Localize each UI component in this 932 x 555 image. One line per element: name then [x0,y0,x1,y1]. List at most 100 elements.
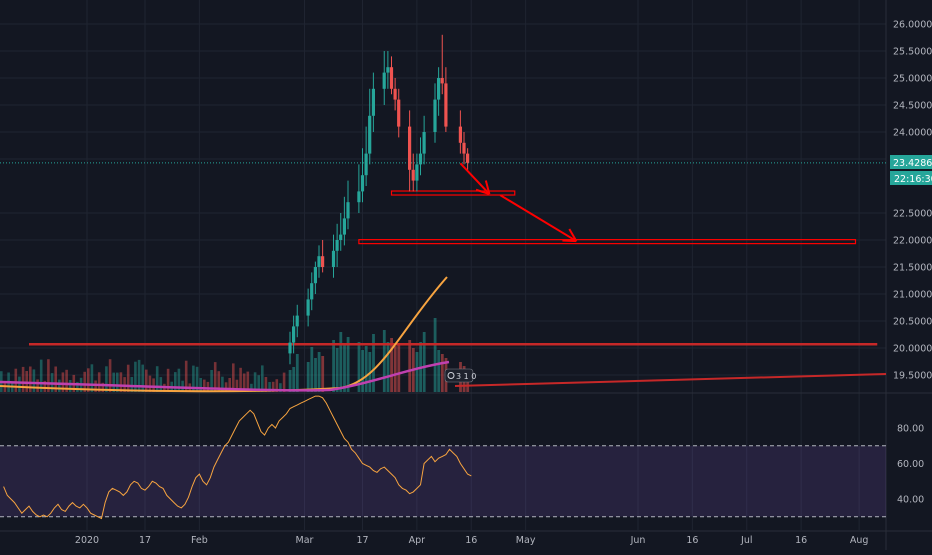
arrow-head[interactable] [562,239,577,243]
volume-bar [390,338,393,392]
candle-body [288,342,292,354]
volume-bar [357,342,361,392]
volume-bar [87,368,90,392]
volume-bar [364,346,368,392]
price-tick-label: 24.50000 [893,101,932,112]
arrow-shaft[interactable] [499,194,577,242]
time-tick-label: 2020 [75,535,99,546]
volume-bar [397,344,401,392]
volume-bar [47,359,50,392]
candlesticks [288,34,470,365]
arrow-head[interactable] [475,188,490,196]
candle-body [433,99,437,132]
volume-bar [61,372,65,392]
candle-body [310,283,314,300]
volume-bar [18,376,21,392]
current-price-tag: 23.42860 22:16:30 [890,155,932,185]
time-tick-label: 16 [686,535,698,546]
volume-bar [235,379,239,392]
volume-bar [361,350,364,392]
volume-bar [101,382,105,392]
annotation-lines[interactable] [29,190,887,387]
volume-bar [112,372,115,392]
rsi-panel [0,395,886,520]
price-tick-label: 20.00000 [893,344,932,355]
candle-body [313,267,317,284]
volume-bar [145,369,148,392]
volume-bar [148,375,152,392]
volume-bar [14,368,18,392]
volume-bar [440,354,444,392]
volume-bar [422,332,426,392]
volume-bar [239,367,242,392]
indicator-badge[interactable]: 3 1 0 [444,368,476,383]
volume-bar [393,346,397,392]
volume-bar [65,369,68,392]
candle-body [371,88,375,116]
volume-bar [199,378,202,392]
volume-bar [39,359,43,392]
time-tick-label: Apr [409,535,426,546]
volume-bars [0,318,470,392]
price-tick-label: 22.00000 [893,236,932,247]
arrow-head[interactable] [484,180,491,195]
volume-bar [166,368,170,392]
volume-bar [68,380,72,392]
volume-bar [97,372,101,392]
eye-icon [447,372,455,379]
time-tick-label: Jun [630,535,646,546]
volume-bar [137,359,141,392]
rsi-tick-label: 40.00 [897,495,924,506]
price-tick-label: 25.00000 [893,74,932,85]
volume-bar [58,379,61,392]
candle-body [466,153,470,163]
rsi-line [3,395,472,520]
candle-body [386,67,390,73]
time-tick-label: Feb [191,535,208,546]
time-tick-label: 16 [795,535,807,546]
arrow-shaft[interactable] [459,162,491,195]
rsi-tick-label: 80.00 [897,424,924,435]
volume-bar [253,372,257,392]
current-price-value: 23.42860 [893,158,932,169]
trend-line[interactable] [454,373,887,387]
support-box[interactable] [390,190,516,196]
volume-bar [295,354,299,392]
volume-bar [192,365,195,392]
support-box[interactable] [358,239,857,245]
volume-bar [310,347,314,392]
volume-bar [32,369,36,392]
volume-bar [339,332,343,392]
volume-bar [152,378,155,392]
price-axis[interactable]: 26.00000 25.50000 25.00000 24.50000 24.00000… [893,20,932,382]
candle-body [458,126,462,143]
volume-bar [228,378,231,392]
volume-bar [386,342,390,392]
arrow-head[interactable] [568,228,578,242]
price-tick-label: 19.50000 [893,371,932,382]
candle-body [418,153,423,165]
ma-magenta-line [0,360,450,392]
trend-arrows[interactable] [459,162,578,243]
volume-bar [271,381,275,392]
rsi-axis[interactable]: 80.00 60.00 40.00 [897,424,924,506]
volume-bar [141,364,144,392]
volume-bar [257,375,260,392]
volume-bar [177,368,181,392]
volume-bar [195,366,199,392]
volume-bar [433,318,437,392]
candle-body [331,250,336,267]
volume-bar [282,372,286,392]
volume-bar [90,364,94,392]
candle-body [295,315,299,327]
time-axis[interactable]: 2020 17 Feb Mar 17 Apr 16 May Jun 16 Jul 16 Aug [75,535,869,546]
volume-bar [21,366,25,392]
candle-body [444,83,448,127]
volume-bar [306,362,310,392]
volume-bar [292,367,296,392]
price-tick-label: 24.00000 [893,128,932,139]
candle-body [346,202,350,219]
volume-bar [105,366,108,392]
